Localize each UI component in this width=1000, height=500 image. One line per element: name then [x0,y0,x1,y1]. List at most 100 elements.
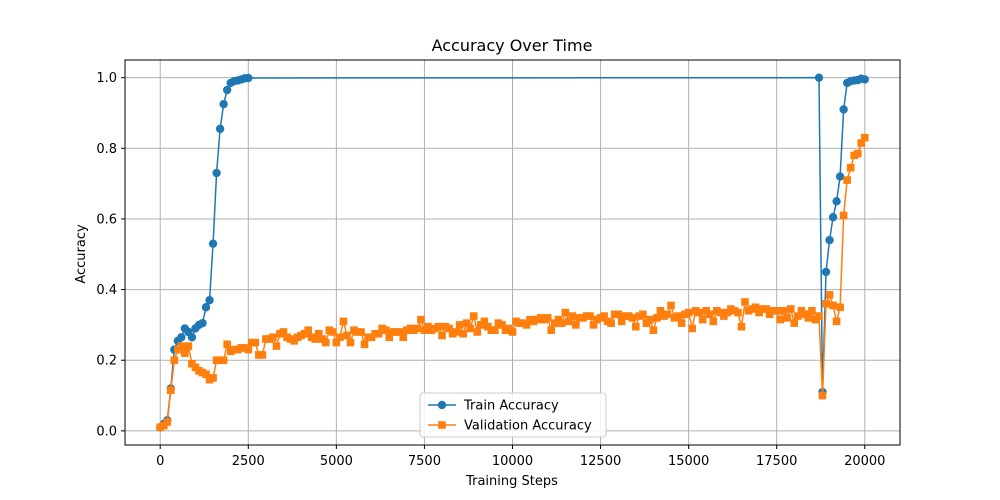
data-point [469,312,478,320]
data-point [586,312,594,320]
data-point [258,351,267,359]
y-tick-label: 1.0 [96,71,117,86]
data-point [473,328,482,336]
data-point [846,163,855,172]
data-point [434,322,443,331]
data-point [832,317,841,326]
data-point [709,317,718,326]
data-point [835,172,845,181]
data-point [825,291,834,299]
data-point [853,149,862,158]
data-point [385,333,394,342]
data-point [804,314,813,322]
x-tick-label: 20000 [844,454,885,469]
data-point [814,73,824,82]
data-point [381,326,390,335]
data-point [445,324,453,333]
data-point [857,139,866,147]
data-point [808,306,816,315]
legend-box [419,392,607,438]
data-point [561,308,570,317]
series-1 [156,133,869,432]
data-point [181,349,189,357]
data-point [321,338,330,347]
data-point [663,310,672,319]
data-point [607,319,615,327]
data-point [639,310,647,319]
data-point [244,345,253,354]
data-point [860,133,869,142]
y-tick-label: 0.2 [96,354,117,369]
data-point [215,124,225,134]
data-point [219,99,228,109]
data-point [462,319,471,327]
data-point [455,321,464,329]
x-tick-label: 0 [156,454,164,469]
data-point [617,317,626,326]
data-point [794,312,802,320]
data-point [466,324,475,333]
data-point [269,333,277,342]
data-point [828,212,838,222]
data-point [839,211,848,220]
data-point [498,321,506,329]
data-point [547,326,556,335]
series-layer [156,73,869,432]
data-point [688,324,696,333]
y-tick-label: 0.6 [96,212,117,227]
data-point [417,315,425,324]
data-point [543,314,552,322]
data-point [198,318,207,328]
data-point [480,317,489,326]
data-point [684,308,693,317]
y-tick-label: 0.4 [96,283,117,298]
data-point [737,322,746,331]
chart-title: Accuracy Over Time [432,36,593,55]
series-0 [156,73,869,432]
data-point [649,326,658,335]
data-point [839,105,848,114]
data-point [208,239,218,248]
data-point [336,333,344,342]
axis-ticks: 0 2500 5000 7500 10000 12500 15000 17500 20000 0.… [96,71,885,469]
data-point [751,303,760,312]
data-point [343,331,351,340]
data-point [491,326,499,335]
data-point [522,321,531,329]
data-point [332,338,341,347]
data-point [589,321,598,329]
x-tick-label: 15000 [668,454,709,469]
y-axis-label: Accuracy [74,224,89,284]
data-point [832,197,841,206]
data-point [357,328,365,336]
data-point [374,329,383,338]
data-point [438,331,446,340]
legend-item-0: Train Accuracy [428,399,559,414]
data-point [843,176,851,184]
data-point [818,391,827,400]
data-point [628,314,637,322]
data-point [212,168,221,178]
data-point [304,326,312,335]
data-point [558,319,566,327]
data-point [667,301,675,310]
legend-marker [437,400,447,410]
data-point [166,386,175,395]
data-point [272,342,281,350]
data-point [222,85,232,95]
data-point [705,310,714,319]
y-tick-label: 0.0 [96,424,117,439]
data-point [741,298,749,306]
data-point [177,342,186,350]
data-point [311,335,320,343]
data-point [279,328,288,336]
data-point [783,314,792,322]
data-point [825,235,834,245]
data-point [339,317,348,326]
data-point [329,328,337,336]
data-point [170,356,179,365]
data-point [600,312,608,320]
x-tick-label: 17500 [756,454,797,469]
data-point [786,305,795,313]
